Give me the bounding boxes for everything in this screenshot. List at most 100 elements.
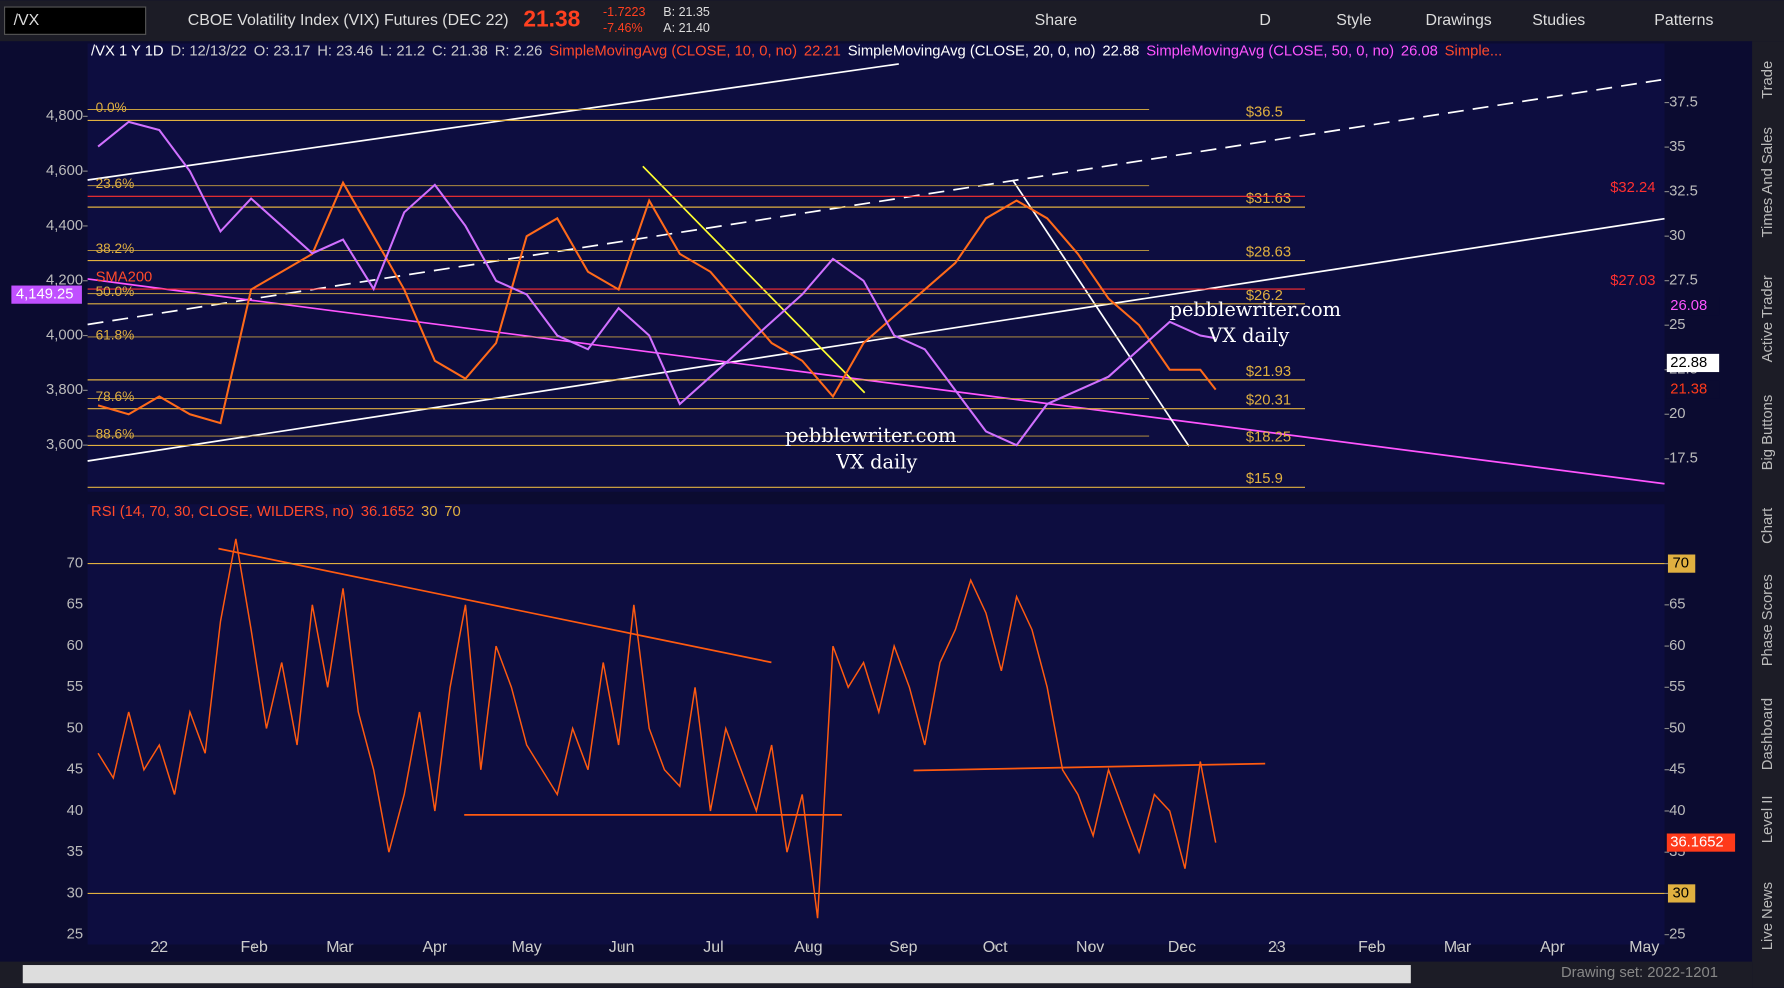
y-tick-label: 37.5 — [1669, 94, 1698, 110]
legend-item: SimpleMovingAvg (CLOSE, 20, 0, no) — [848, 43, 1096, 59]
toolbar-button[interactable]: Style — [1336, 12, 1372, 29]
y2-tick-label: 4,800 — [46, 108, 83, 124]
sidebar-tab[interactable]: Level II — [1760, 796, 1776, 844]
symbol-box[interactable] — [3, 6, 147, 35]
toolbar-button[interactable]: Studies — [1532, 12, 1585, 29]
y-tick-label: 45 — [1669, 762, 1685, 778]
y2-badge — [11, 285, 82, 304]
x-tick-label: May — [1629, 939, 1659, 956]
toolbar: /VX CBOE Volatility Index (VIX) Futures … — [0, 0, 1784, 42]
legend-item: RSI (14, 70, 30, CLOSE, WILDERS, no) — [91, 504, 354, 520]
fib-label: 88.6% — [96, 427, 135, 442]
level-badge-label: 30 — [1673, 885, 1689, 901]
legend-item: 36.1652 — [361, 504, 414, 520]
y2-tick-label: 3,800 — [46, 382, 83, 398]
y-tick-label: 50 — [1669, 720, 1685, 736]
x-tick-label: Apr — [422, 939, 447, 956]
rsi-pane — [87, 504, 1665, 945]
level-badge-label: 70 — [1673, 556, 1689, 572]
level-label: $20.31 — [1246, 393, 1291, 409]
toolbar-button[interactable]: Drawings — [1425, 12, 1491, 29]
sma-label: SMA200 — [96, 270, 153, 286]
y-tick-label: 27.5 — [1669, 273, 1698, 289]
toolbar-button[interactable]: Patterns — [1654, 12, 1713, 29]
trendline — [87, 278, 1665, 485]
y-tick-label-left: 50 — [67, 720, 83, 736]
legend-item: 30 — [421, 504, 437, 520]
level-label: $27.03 — [1610, 273, 1655, 289]
x-tick-label: May — [512, 939, 542, 956]
legend-item: C: 21.38 — [432, 43, 488, 59]
y2-tick-label: 3,600 — [46, 437, 83, 453]
price-badge — [1666, 296, 1720, 316]
level-label: $36.5 — [1246, 104, 1283, 120]
x-tick-label: 22 — [150, 939, 168, 956]
watermark: pebblewriter.com — [1170, 298, 1341, 321]
y-tick-label: 40 — [1669, 803, 1685, 819]
y-tick-label: 20 — [1669, 406, 1685, 422]
bid: B: 21.35 — [663, 5, 710, 19]
watermark: pebblewriter.com — [785, 424, 956, 447]
sidebar-tab[interactable]: Chart — [1760, 508, 1776, 544]
price-badge-label: 22.88 — [1670, 355, 1707, 371]
legend-item: L: 21.2 — [380, 43, 425, 59]
sidebar-tab[interactable]: Big Buttons — [1760, 395, 1776, 471]
trendline — [642, 165, 866, 394]
sidebar-tab[interactable]: Trade — [1760, 61, 1776, 99]
level-badge — [1667, 884, 1696, 903]
level-badge — [1667, 554, 1696, 573]
legend-item: SimpleMovingAvg (CLOSE, 50, 0, no) — [1146, 43, 1394, 59]
rsi-badge — [1666, 833, 1736, 852]
x-tick-label: Jun — [609, 939, 635, 956]
legend-item: O: 23.17 — [254, 43, 311, 59]
y-tick-label-left: 70 — [67, 556, 83, 572]
symbol[interactable]: /VX — [14, 12, 40, 29]
fib-label: 50.0% — [96, 284, 135, 299]
change: -1.7223 — [603, 5, 645, 19]
trendline — [87, 217, 1665, 462]
legend-item: D: 12/13/22 — [170, 43, 246, 59]
x-tick-label: Mar — [1444, 939, 1472, 956]
x-tick-label: Oct — [983, 939, 1008, 956]
toolbar-button[interactable]: D — [1259, 12, 1271, 29]
y-tick-label: 32.5 — [1669, 184, 1698, 200]
legend-item: H: 23.46 — [317, 43, 373, 59]
sidebar-tab[interactable]: Phase Scores — [1760, 574, 1776, 666]
legend-item: 26.08 — [1401, 43, 1438, 59]
y2-tick-label: 4,000 — [46, 327, 83, 343]
level-label: $15.9 — [1246, 471, 1283, 487]
y-tick-label-left: 35 — [67, 844, 83, 860]
fib-label: 61.8% — [96, 327, 135, 342]
level-label: $21.93 — [1246, 364, 1291, 380]
sidebar — [1752, 41, 1784, 988]
x-tick-label: Jul — [703, 939, 723, 956]
sidebar-tab[interactable]: Dashboard — [1760, 698, 1776, 770]
y-tick-label: 55 — [1669, 679, 1685, 695]
y-tick-label: 35 — [1669, 139, 1685, 155]
legend-item: 70 — [444, 504, 460, 520]
y2-tick-label: 4,600 — [46, 163, 83, 179]
fib-label: 0.0% — [96, 100, 127, 115]
sidebar-tab[interactable]: Times And Sales — [1760, 127, 1776, 237]
toolbar-bg — [0, 0, 1784, 42]
toolbar-button[interactable]: Share — [1035, 12, 1078, 29]
sidebar-tab[interactable]: Active Trader — [1760, 275, 1776, 362]
ask: A: 21.40 — [663, 21, 710, 35]
sidebar-tab[interactable]: Live News — [1760, 882, 1776, 950]
y-tick-label-left: 30 — [67, 885, 83, 901]
legend-item: SimpleMovingAvg (CLOSE, 10, 0, no) — [549, 43, 797, 59]
watermark: VX daily — [835, 450, 917, 473]
price-badge-label: 26.08 — [1670, 298, 1707, 314]
level-label: $28.63 — [1246, 244, 1291, 260]
level-label: $18.25 — [1246, 429, 1291, 445]
y-tick-label-left: 65 — [67, 597, 83, 613]
fib-label: 78.6% — [96, 389, 135, 404]
y-tick-label: 17.5 — [1669, 451, 1698, 467]
y-tick-label: 60 — [1669, 638, 1685, 654]
y2-tick-label: 4,200 — [46, 273, 83, 289]
x-tick-label: Nov — [1076, 939, 1104, 956]
x-tick-label: Dec — [1168, 939, 1196, 956]
scroll-thumb[interactable] — [22, 965, 1411, 984]
